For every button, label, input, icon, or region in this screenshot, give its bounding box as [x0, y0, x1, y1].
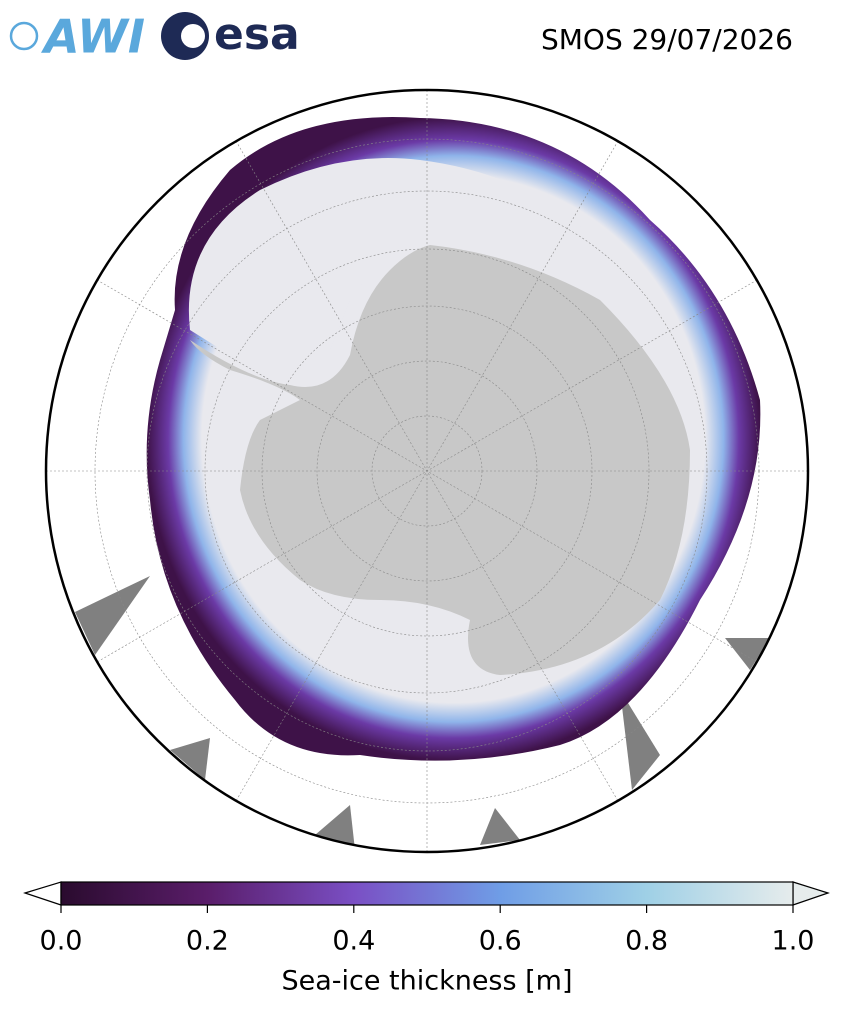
land-australia-west [725, 638, 770, 670]
esa-logo-text: esa [214, 9, 300, 60]
map-title: SMOS 29/07/2026 [541, 23, 793, 56]
colorbar-tick-label: 0.2 [186, 926, 229, 957]
colorbar-extend-high [792, 881, 830, 906]
colorbar [23, 881, 830, 906]
map-area [46, 90, 808, 852]
colorbar-extend-low [23, 881, 62, 906]
land-tasmania [480, 808, 520, 845]
awi-logo: AWI [9, 10, 145, 64]
colorbar-tick-label: 0.4 [332, 926, 375, 957]
esa-logo: esa [161, 9, 300, 60]
graticule [46, 90, 808, 852]
land-south-america [75, 576, 150, 655]
land-australia [620, 690, 660, 790]
colorbar-label: Sea-ice thickness [m] [281, 966, 572, 997]
antarctica [190, 245, 690, 675]
colorbar-tick-label: 1.0 [772, 926, 815, 957]
colorbar-tick-label: 0.6 [479, 926, 522, 957]
land-islands [170, 738, 210, 780]
colorbar-tick-label: 0.8 [625, 926, 668, 957]
colorbar-tick-label: 0.0 [40, 926, 83, 957]
awi-logo-text: AWI [41, 10, 145, 64]
colorbar-bar [60, 881, 794, 906]
map-border [44, 88, 810, 854]
weddell-ice [188, 158, 640, 380]
